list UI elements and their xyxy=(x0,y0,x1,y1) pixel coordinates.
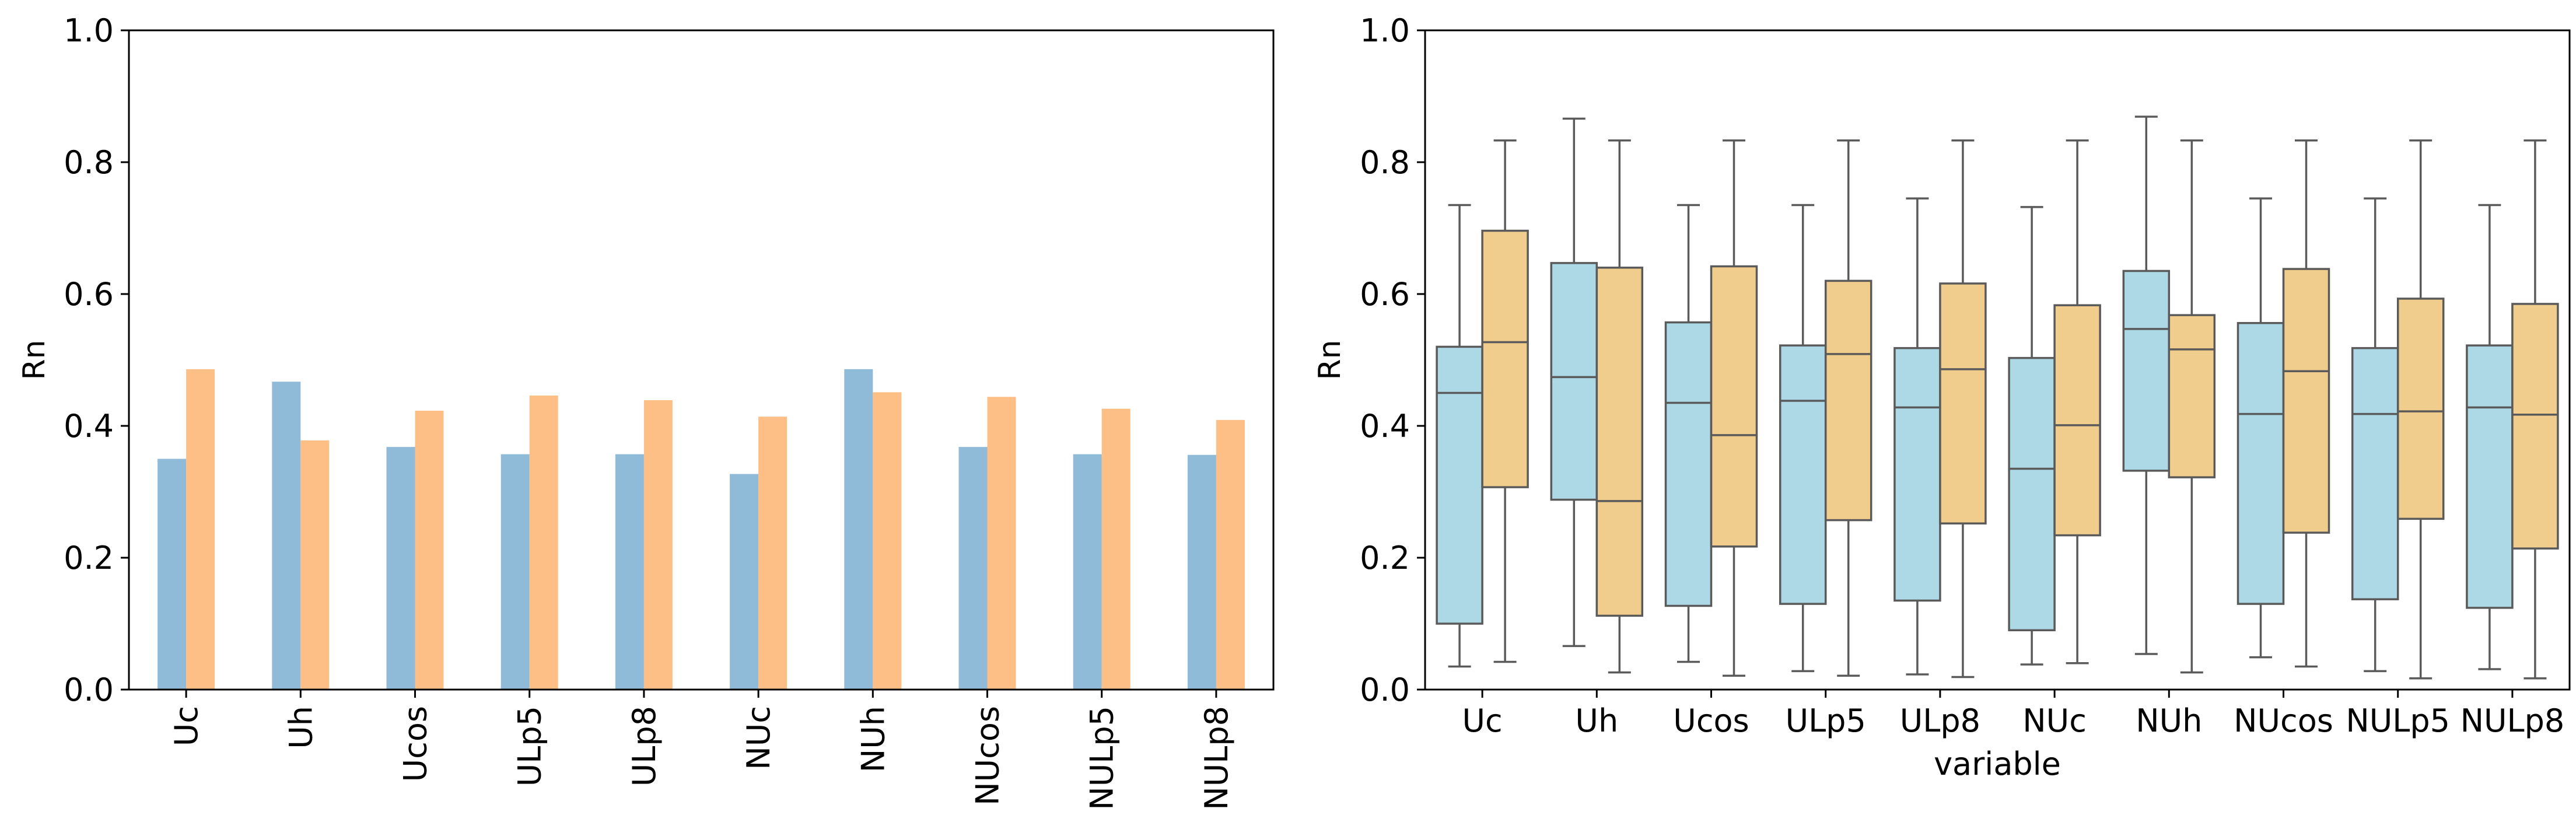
box xyxy=(1436,345,1483,625)
box-plot-marks xyxy=(1436,116,2559,680)
box xyxy=(1779,344,1827,605)
bar xyxy=(844,369,873,690)
box-plot-x-axis-label: variable xyxy=(1934,746,2061,782)
box xyxy=(1664,321,1713,607)
box xyxy=(1939,282,1987,524)
bar xyxy=(1187,454,1216,690)
bar xyxy=(643,400,673,690)
x-tick-label: NULp8 xyxy=(2460,702,2565,739)
bar xyxy=(758,417,788,690)
bar xyxy=(1073,454,1102,690)
box xyxy=(2282,268,2330,534)
x-tick-label: NUcos xyxy=(2234,702,2333,739)
box xyxy=(1824,279,1873,522)
y-tick-label: 0.0 xyxy=(1360,671,1410,708)
box-plot-y-axis-label: Rn xyxy=(1312,340,1348,380)
x-tick-label: ULp8 xyxy=(626,706,663,786)
y-tick-label: 0.4 xyxy=(64,408,114,445)
bar xyxy=(272,382,301,690)
x-tick-label: Ucos xyxy=(397,706,434,782)
box xyxy=(2122,270,2171,472)
y-tick-label: 0.6 xyxy=(1360,276,1410,313)
x-tick-label: NUc xyxy=(2022,702,2087,739)
box xyxy=(2351,347,2399,600)
y-tick-label: 0.4 xyxy=(1360,408,1410,445)
x-tick-label: NUh xyxy=(2136,702,2202,739)
x-tick-label: ULp5 xyxy=(512,706,548,786)
bar xyxy=(615,454,644,690)
x-tick-label: Ucos xyxy=(1673,702,1749,739)
box-plot-panel: 0.0 0.2 0.4 0.6 0.8 1.0 Uc Uh Ucos ULp5 ULp8 NUc NU… xyxy=(1312,12,2571,782)
bar xyxy=(386,447,415,690)
x-tick-label: Uc xyxy=(168,706,205,746)
box xyxy=(1710,265,1758,548)
box xyxy=(2466,344,2514,609)
x-tick-label: Uh xyxy=(1575,702,1618,739)
x-tick-label: NULp5 xyxy=(1084,706,1121,810)
x-tick-label: NUh xyxy=(855,706,891,772)
bar xyxy=(1216,419,1245,690)
y-tick-label: 0.8 xyxy=(64,144,114,181)
y-tick-label: 1.0 xyxy=(64,12,114,49)
y-tick-label: 0.8 xyxy=(1360,144,1410,181)
box xyxy=(1894,347,1941,602)
box xyxy=(2008,356,2056,632)
box xyxy=(2511,303,2559,550)
box-plot-frame xyxy=(1424,29,2571,691)
bar xyxy=(186,369,215,690)
box xyxy=(2168,314,2216,478)
box xyxy=(1550,262,1598,501)
box xyxy=(1595,267,1644,617)
bar xyxy=(529,396,558,690)
bar xyxy=(1101,408,1130,690)
bar xyxy=(501,454,530,690)
box-plot-x-axis: Uc Uh Ucos ULp5 ULp8 NUc NUh NUcos NULp5 NULp8 xyxy=(1462,690,2564,739)
x-tick-label: Uc xyxy=(1462,702,1502,739)
box-plot-y-axis: 0.0 0.2 0.4 0.6 0.8 1.0 xyxy=(1360,12,1425,708)
bar xyxy=(158,459,187,690)
x-tick-label: ULp5 xyxy=(1786,702,1866,739)
y-tick-label: 1.0 xyxy=(1360,12,1410,49)
box xyxy=(2236,321,2285,605)
bar-chart-marks xyxy=(158,369,1245,690)
bar xyxy=(987,397,1016,690)
x-tick-label: NUcos xyxy=(970,706,1006,806)
box xyxy=(2053,304,2101,537)
box xyxy=(1481,229,1529,488)
x-tick-label: NULp5 xyxy=(2346,702,2450,739)
bar-chart-panel: 0.0 0.2 0.4 0.6 0.8 1.0 Uc Uh Ucos ULp5 ULp8 NUc NU… xyxy=(17,12,1275,810)
bar xyxy=(958,447,988,690)
bar-chart-frame xyxy=(128,29,1275,691)
box xyxy=(2396,298,2445,520)
bar xyxy=(415,411,444,690)
bar xyxy=(873,392,902,690)
x-tick-label: Uh xyxy=(282,706,319,749)
y-tick-label: 0.2 xyxy=(1360,540,1410,576)
bar xyxy=(300,440,330,690)
y-tick-label: 0.2 xyxy=(64,540,114,576)
bar-chart-y-axis-label: Rn xyxy=(17,340,52,380)
x-tick-label: NUc xyxy=(740,706,777,770)
bar-chart-y-axis: 0.0 0.2 0.4 0.6 0.8 1.0 xyxy=(64,12,129,708)
bar xyxy=(730,474,759,690)
y-tick-label: 0.6 xyxy=(64,276,114,313)
y-tick-label: 0.0 xyxy=(64,671,114,708)
x-tick-label: ULp8 xyxy=(1900,702,1980,739)
bar-chart-x-axis: Uc Uh Ucos ULp5 ULp8 NUc NUh NUcos NULp5 NULp8 xyxy=(168,690,1235,810)
x-tick-label: NULp8 xyxy=(1198,706,1235,810)
